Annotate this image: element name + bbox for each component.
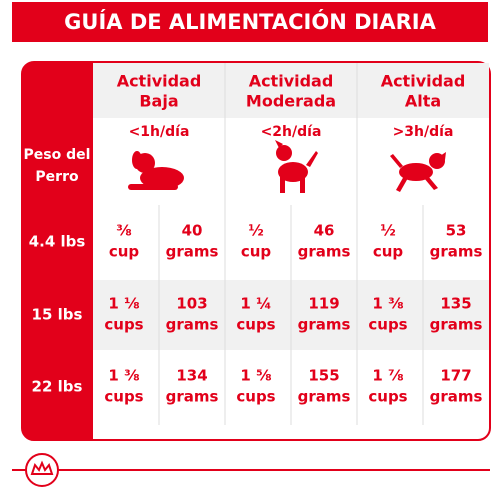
activity-duration: >3h/día (393, 124, 454, 140)
amount: ½ (248, 222, 264, 240)
row-header: Perro (35, 169, 79, 185)
unit: cups (368, 388, 407, 406)
weight: 15 lbs (32, 306, 83, 324)
amount: 135 (440, 295, 471, 313)
unit: cups (104, 388, 143, 406)
amount: 40 (182, 222, 203, 240)
amount: 177 (440, 367, 471, 385)
activity-name: Baja (139, 92, 178, 111)
row-header: Peso del (24, 147, 91, 163)
amount: 155 (308, 367, 339, 385)
title: GUÍA DE ALIMENTACIÓN DIARIA (64, 9, 436, 34)
activity-name: Alta (405, 92, 441, 111)
unit: cups (368, 316, 407, 334)
amount: 1 ¼ (240, 295, 271, 313)
unit: grams (298, 316, 351, 334)
dog-icon-standing (275, 140, 318, 193)
amount: 134 (176, 367, 207, 385)
activity-name: Moderada (246, 92, 336, 111)
amount: 1 ⅜ (108, 367, 139, 385)
activity-duration: <1h/día (129, 124, 190, 140)
unit: grams (166, 388, 219, 406)
dog-icon-running (390, 152, 446, 192)
amount: 103 (176, 295, 207, 313)
weight: 22 lbs (32, 378, 83, 396)
activity-name: Actividad (381, 72, 466, 91)
dog-icon-lying (128, 151, 184, 190)
amount: ⅜ (116, 222, 132, 240)
unit: cup (109, 243, 140, 261)
activity-name: Actividad (117, 72, 202, 91)
amount: ½ (380, 222, 396, 240)
amount: 1 ⅝ (240, 367, 271, 385)
amount: 53 (446, 222, 467, 240)
amount: 1 ⅛ (108, 295, 139, 313)
unit: cup (373, 243, 404, 261)
row-header-column (22, 62, 93, 440)
unit: grams (166, 243, 219, 261)
activity-duration: <2h/día (261, 124, 322, 140)
header-band (93, 63, 489, 118)
amount: 119 (308, 295, 339, 313)
unit: grams (430, 316, 483, 334)
unit: grams (298, 243, 351, 261)
unit: cups (236, 316, 275, 334)
unit: cup (241, 243, 272, 261)
unit: cups (236, 388, 275, 406)
activity-name: Actividad (249, 72, 334, 91)
unit: grams (430, 388, 483, 406)
title-banner (12, 2, 488, 42)
amount: 46 (314, 222, 335, 240)
unit: grams (298, 388, 351, 406)
unit: grams (430, 243, 483, 261)
weight: 4.4 lbs (29, 233, 86, 251)
unit: cups (104, 316, 143, 334)
unit: grams (166, 316, 219, 334)
brand-logo (25, 453, 59, 487)
amount: 1 ⅞ (372, 367, 403, 385)
amount: 1 ⅜ (372, 295, 403, 313)
